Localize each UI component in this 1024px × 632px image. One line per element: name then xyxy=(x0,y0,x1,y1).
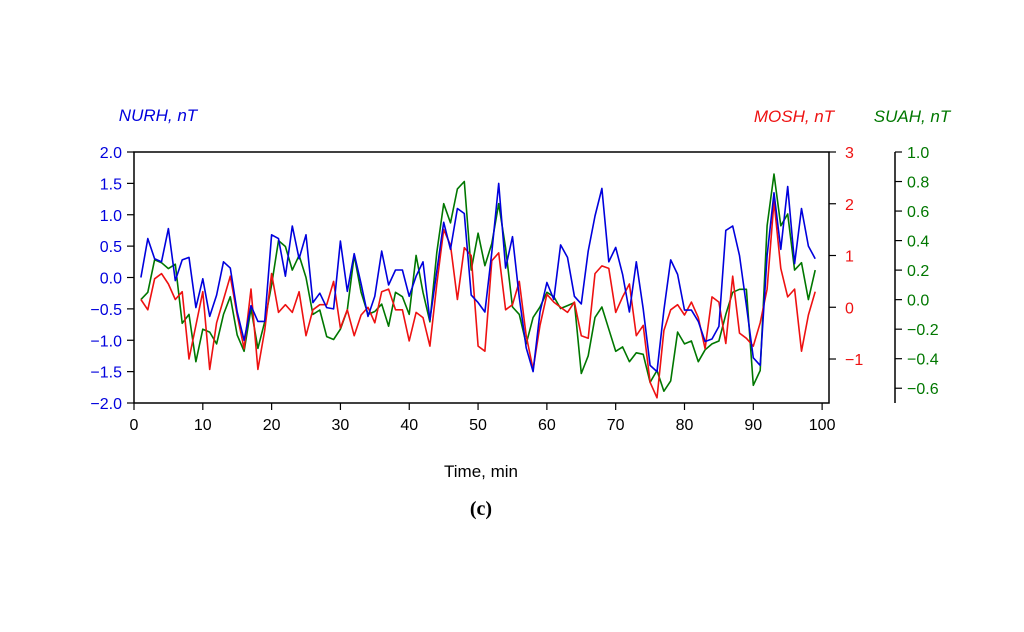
right1-axis-title: MOSH, nT xyxy=(754,107,836,126)
x-tick-label: 80 xyxy=(676,417,694,434)
right2-y-tick-label: −0.4 xyxy=(907,352,939,369)
right1-y-tick-label: −1 xyxy=(845,352,863,369)
series-line-mosh xyxy=(140,200,816,399)
x-tick-label: 50 xyxy=(469,417,487,434)
right2-y-tick-label: 0.4 xyxy=(907,234,929,251)
axes: 0 10 20 30 40 50 60 70 80 90 1002.01.51.00.50.0−0.… xyxy=(90,145,938,434)
x-tick-label: 10 xyxy=(194,417,212,434)
left-axis-title: NURH, nT xyxy=(119,106,199,125)
x-tick-label: 100 xyxy=(809,417,836,434)
left-y-tick-label: −2.0 xyxy=(90,396,122,413)
series-line-nurh xyxy=(140,182,816,373)
right2-y-tick-label: 0.6 xyxy=(907,204,929,221)
right2-y-tick-label: 0.0 xyxy=(907,293,929,310)
series-line-suah xyxy=(140,173,816,393)
x-tick-label: 20 xyxy=(263,417,281,434)
plot-area xyxy=(133,151,830,404)
left-y-tick-label: −0.5 xyxy=(90,302,122,319)
x-tick-label: 40 xyxy=(400,417,418,434)
left-y-tick-label: 0.0 xyxy=(100,271,122,288)
right2-y-tick-label: 0.2 xyxy=(907,263,929,280)
left-y-tick-label: 2.0 xyxy=(100,145,122,162)
left-y-tick-label: −1.0 xyxy=(90,333,122,350)
left-y-tick-label: −1.5 xyxy=(90,365,122,382)
x-tick-label: 90 xyxy=(744,417,762,434)
right2-y-tick-label: −0.2 xyxy=(907,322,939,339)
right1-y-tick-label: 0 xyxy=(845,300,854,317)
right2-y-tick-label: −0.6 xyxy=(907,381,939,398)
x-axis-title: Time, min xyxy=(444,462,518,481)
series-lines xyxy=(140,173,816,399)
left-y-tick-label: 0.5 xyxy=(100,239,122,256)
right2-y-tick-label: 1.0 xyxy=(907,145,929,162)
x-tick-label: 60 xyxy=(538,417,556,434)
left-y-tick-label: 1.0 xyxy=(100,208,122,225)
right1-y-tick-label: 3 xyxy=(845,145,854,162)
plot-frame xyxy=(133,151,830,404)
figure-caption: (c) xyxy=(470,498,492,520)
left-y-tick-label: 1.5 xyxy=(100,176,122,193)
x-tick-label: 70 xyxy=(607,417,625,434)
right1-y-tick-label: 1 xyxy=(845,249,854,266)
x-tick-label: 0 xyxy=(130,417,139,434)
x-tick-label: 30 xyxy=(332,417,350,434)
right2-y-tick-label: 0.8 xyxy=(907,175,929,192)
right2-axis-title: SUAH, nT xyxy=(874,107,952,126)
right1-y-tick-label: 2 xyxy=(845,197,854,214)
